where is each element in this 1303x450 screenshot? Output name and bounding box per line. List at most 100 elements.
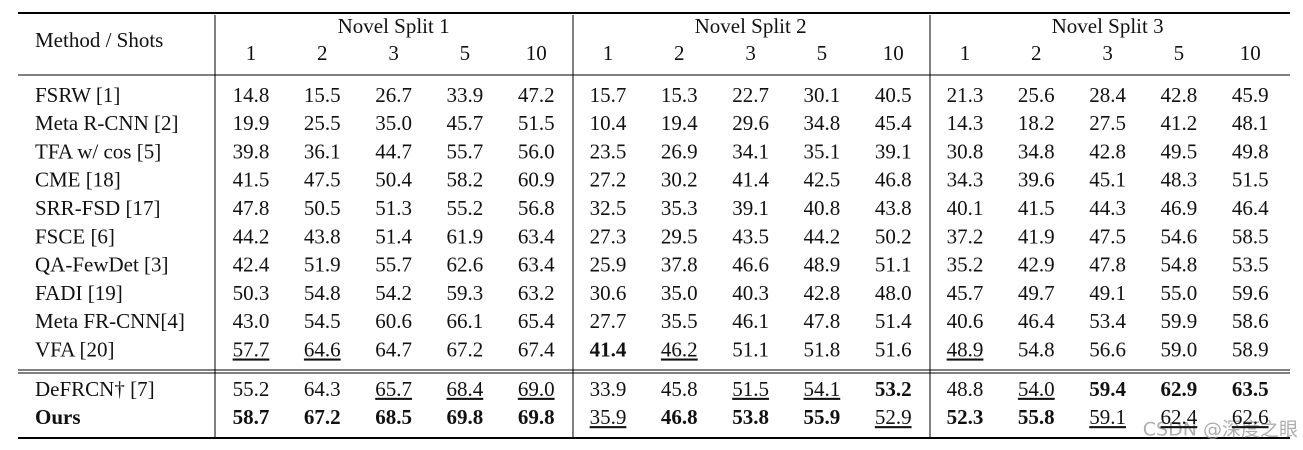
score-cell: 45.4: [875, 111, 912, 135]
score-cell: 67.4: [518, 338, 555, 362]
score-cell: 40.6: [947, 309, 984, 333]
score-cell: 55.7: [447, 139, 484, 163]
score-cell: 62.4: [1161, 405, 1198, 429]
score-cell: 47.5: [1089, 224, 1126, 248]
score-cell: 51.4: [875, 309, 912, 333]
method-name: CME [18]: [35, 168, 121, 192]
score-cell: 65.7: [375, 377, 412, 401]
score-cell: 33.9: [590, 377, 627, 401]
score-cell: 26.7: [375, 83, 412, 107]
score-cell: 30.1: [804, 83, 841, 107]
score-cell: 58.5: [1232, 224, 1269, 248]
score-cell: 46.9: [1161, 196, 1198, 220]
score-cell: 18.2: [1018, 111, 1055, 135]
score-cell: 49.1: [1089, 281, 1126, 305]
score-cell: 19.4: [661, 111, 698, 135]
score-cell: 58.6: [1232, 309, 1269, 333]
split-header: Novel Split 1: [338, 14, 450, 38]
score-cell: 39.8: [233, 139, 270, 163]
score-cell: 41.4: [590, 338, 627, 362]
score-cell: 43.5: [732, 224, 769, 248]
score-cell: 42.9: [1018, 253, 1055, 277]
score-cell: 51.5: [518, 111, 555, 135]
score-cell: 25.9: [590, 253, 627, 277]
split-header: Novel Split 2: [695, 14, 807, 38]
score-cell: 55.7: [375, 253, 412, 277]
score-cell: 50.2: [875, 224, 912, 248]
score-cell: 56.0: [518, 139, 555, 163]
score-cell: 46.8: [661, 405, 698, 429]
score-cell: 42.8: [1161, 83, 1198, 107]
score-cell: 10.4: [590, 111, 627, 135]
score-cell: 53.4: [1089, 309, 1126, 333]
score-cell: 14.3: [947, 111, 984, 135]
score-cell: 33.9: [447, 83, 484, 107]
score-cell: 60.6: [375, 309, 412, 333]
score-cell: 45.1: [1089, 168, 1126, 192]
score-cell: 34.8: [804, 111, 841, 135]
score-cell: 34.1: [732, 139, 769, 163]
score-cell: 67.2: [447, 338, 484, 362]
score-cell: 63.2: [518, 281, 555, 305]
score-cell: 49.7: [1018, 281, 1055, 305]
score-cell: 65.4: [518, 309, 555, 333]
score-cell: 48.3: [1161, 168, 1198, 192]
score-cell: 39.6: [1018, 168, 1055, 192]
score-cell: 59.1: [1089, 405, 1126, 429]
method-name: FSCE [6]: [35, 224, 115, 248]
score-cell: 42.8: [1089, 139, 1126, 163]
score-cell: 37.8: [661, 253, 698, 277]
score-cell: 30.8: [947, 139, 984, 163]
score-cell: 64.6: [304, 338, 341, 362]
score-cell: 32.5: [590, 196, 627, 220]
score-cell: 27.2: [590, 168, 627, 192]
score-cell: 51.1: [732, 338, 769, 362]
method-name: FADI [19]: [35, 281, 123, 305]
score-cell: 46.2: [661, 338, 698, 362]
method-name: VFA [20]: [35, 338, 115, 362]
score-cell: 55.8: [1018, 405, 1055, 429]
method-name: Ours: [35, 405, 81, 429]
score-cell: 55.0: [1161, 281, 1198, 305]
score-cell: 43.8: [304, 224, 341, 248]
score-cell: 34.8: [1018, 139, 1055, 163]
score-cell: 23.5: [590, 139, 627, 163]
score-cell: 45.8: [661, 377, 698, 401]
score-cell: 54.2: [375, 281, 412, 305]
score-cell: 40.5: [875, 83, 912, 107]
score-cell: 45.7: [947, 281, 984, 305]
score-cell: 63.4: [518, 253, 555, 277]
score-cell: 58.7: [233, 405, 270, 429]
score-cell: 53.5: [1232, 253, 1269, 277]
score-cell: 46.8: [875, 168, 912, 192]
score-cell: 68.5: [375, 405, 412, 429]
score-cell: 55.2: [233, 377, 270, 401]
score-cell: 45.9: [1232, 83, 1269, 107]
method-name: DeFRCN† [7]: [35, 377, 155, 401]
score-cell: 64.7: [375, 338, 412, 362]
shot-header: 1: [246, 41, 257, 65]
score-cell: 54.8: [304, 281, 341, 305]
score-cell: 25.6: [1018, 83, 1055, 107]
method-name: Meta FR-CNN[4]: [35, 309, 185, 333]
score-cell: 51.1: [875, 253, 912, 277]
method-name: SRR-FSD [17]: [35, 196, 160, 220]
score-cell: 29.6: [732, 111, 769, 135]
score-cell: 49.5: [1161, 139, 1198, 163]
score-cell: 54.0: [1018, 377, 1055, 401]
shot-header: 3: [745, 41, 756, 65]
score-cell: 46.1: [732, 309, 769, 333]
score-cell: 40.3: [732, 281, 769, 305]
score-cell: 47.8: [1089, 253, 1126, 277]
score-cell: 35.2: [947, 253, 984, 277]
score-cell: 37.2: [947, 224, 984, 248]
score-cell: 41.5: [1018, 196, 1055, 220]
score-cell: 62.9: [1161, 377, 1198, 401]
score-cell: 45.7: [447, 111, 484, 135]
shot-header: 3: [1102, 41, 1113, 65]
score-cell: 62.6: [447, 253, 484, 277]
score-cell: 64.3: [304, 377, 341, 401]
shot-header: 5: [460, 41, 471, 65]
score-cell: 40.8: [804, 196, 841, 220]
